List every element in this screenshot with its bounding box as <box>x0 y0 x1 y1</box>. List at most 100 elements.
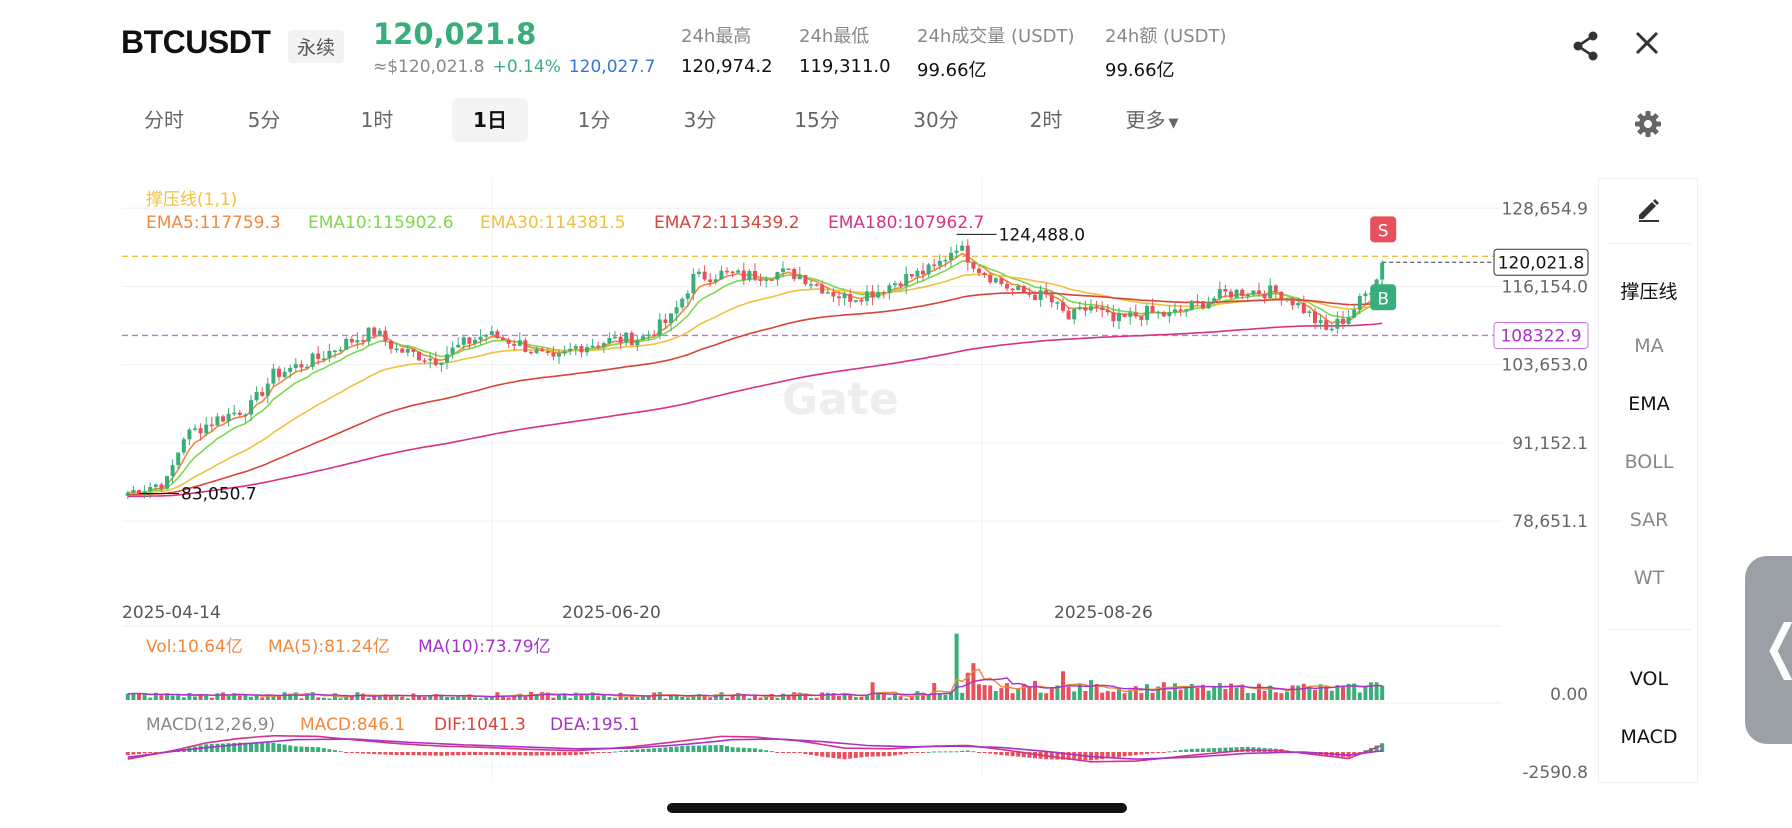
candle <box>422 360 427 362</box>
volume-bar <box>170 695 175 700</box>
macd-bar <box>265 742 270 752</box>
candle <box>271 368 276 384</box>
close-icon[interactable] <box>1632 28 1662 62</box>
tab-interval-fenshi[interactable]: 分时 <box>144 108 184 132</box>
volume-bar <box>349 696 354 700</box>
candle <box>478 336 483 340</box>
macd-bar <box>1033 752 1037 759</box>
volume-bar <box>1273 692 1278 700</box>
volume-bar <box>904 698 909 700</box>
gear-icon[interactable] <box>1634 110 1662 142</box>
macd-bar <box>898 752 903 755</box>
macd-bar <box>1066 752 1071 760</box>
indicator-ma[interactable]: MA <box>1634 335 1664 357</box>
macd-bar <box>859 752 864 758</box>
tab-interval-5m[interactable]: 5分 <box>247 108 281 132</box>
volume-bar <box>562 694 567 700</box>
edit-drawing-button[interactable] <box>1599 195 1699 228</box>
indicator-vol[interactable]: VOL <box>1629 668 1669 690</box>
volume-bar <box>624 697 629 700</box>
chart-canvas[interactable]: Gate 128,654.9 116,154.0 103,653.0 91,152.1… <box>122 178 1598 783</box>
macd-bar <box>299 746 304 752</box>
macd-bar <box>1156 752 1161 753</box>
macd-bar <box>926 751 931 753</box>
symbol-title: BTCUSDT <box>121 24 271 60</box>
volume-bar <box>1173 683 1177 700</box>
volume-bar <box>590 692 595 700</box>
macd-bar <box>1206 748 1211 752</box>
candle <box>937 260 942 266</box>
indicator-wt[interactable]: WT <box>1633 567 1665 589</box>
indicator-support-resistance[interactable]: 撑压线 <box>1620 281 1678 303</box>
tab-interval-1m[interactable]: 1分 <box>577 108 611 132</box>
volume-bar <box>125 693 130 700</box>
sell-signal-badge <box>1370 216 1397 243</box>
candle <box>999 278 1004 285</box>
volume-bar <box>1251 693 1256 700</box>
more-intervals-button[interactable]: 更多 ▼ <box>1114 98 1190 142</box>
macd-bar <box>663 747 668 752</box>
candle <box>417 351 421 361</box>
volume-bar <box>758 697 763 700</box>
tab-interval-3m[interactable]: 3分 <box>683 108 717 132</box>
support-price-label: 108322.9 <box>1500 326 1581 346</box>
divider <box>1607 243 1691 244</box>
macd-bar <box>1223 747 1228 752</box>
x-tick-label: 2025-06-20 <box>562 603 661 623</box>
macd-bar <box>131 752 136 755</box>
macd-bar <box>960 750 965 752</box>
ema180-legend: EMA180:107962.7 <box>828 213 984 233</box>
share-icon[interactable] <box>1572 30 1600 66</box>
volume-bar <box>1301 683 1306 700</box>
macd-bar <box>153 752 158 753</box>
candle <box>893 283 897 286</box>
volume-bar <box>747 698 752 700</box>
stat-24h-high: 24h最高 120,974.2 <box>681 22 773 77</box>
tab-interval-2h[interactable]: 2时 <box>1029 108 1063 132</box>
tab-interval-30m[interactable]: 30分 <box>913 108 959 132</box>
volume-bar <box>501 695 505 700</box>
volume-bar <box>450 696 455 700</box>
kline-chart[interactable]: Gate 128,654.9 116,154.0 103,653.0 91,152.1… <box>122 178 1598 783</box>
indicator-sar[interactable]: SAR <box>1629 509 1669 531</box>
macd-bar <box>669 747 673 752</box>
tab-interval-1d[interactable]: 1日 <box>452 98 528 142</box>
tab-interval-15m[interactable]: 15分 <box>794 108 840 132</box>
volume-ma5-line <box>127 668 1383 698</box>
candle <box>820 284 825 294</box>
macd-bar <box>428 752 433 756</box>
volume-bar <box>921 692 925 700</box>
macd-bar <box>915 752 920 753</box>
volume-bar <box>1128 689 1133 700</box>
macd-bar <box>708 745 713 752</box>
macd-bar <box>1240 747 1245 752</box>
macd-bar <box>338 751 343 753</box>
candle <box>1290 298 1295 306</box>
y-tick-label: 103,653.0 <box>1501 356 1588 376</box>
volume-bar <box>148 697 153 700</box>
candle <box>1150 305 1155 313</box>
macd-bar <box>461 752 466 756</box>
volume-bar <box>1229 683 1233 700</box>
macd-bar <box>394 752 399 756</box>
volume-bar <box>232 693 237 700</box>
tab-interval-1h[interactable]: 1时 <box>360 108 394 132</box>
candle <box>551 352 556 357</box>
macd-bar <box>1167 751 1172 753</box>
macd-bar <box>1133 752 1138 756</box>
macd-bar <box>1117 752 1121 758</box>
current-price-label: 120,021.8 <box>1498 253 1585 273</box>
candle <box>965 245 970 263</box>
indicator-ema[interactable]: EMA <box>1628 393 1670 415</box>
candle <box>1066 310 1071 320</box>
side-drawer-handle[interactable]: ❬ <box>1745 556 1792 744</box>
indicator-boll[interactable]: BOLL <box>1624 451 1674 473</box>
macd-bar <box>310 746 315 752</box>
macd-bar <box>1105 752 1110 759</box>
candle <box>187 429 192 440</box>
candle <box>1089 306 1093 311</box>
support-resistance-lines <box>122 255 1502 337</box>
indicator-macd[interactable]: MACD <box>1620 726 1678 748</box>
candle <box>579 346 584 353</box>
macd-bar <box>853 752 858 758</box>
